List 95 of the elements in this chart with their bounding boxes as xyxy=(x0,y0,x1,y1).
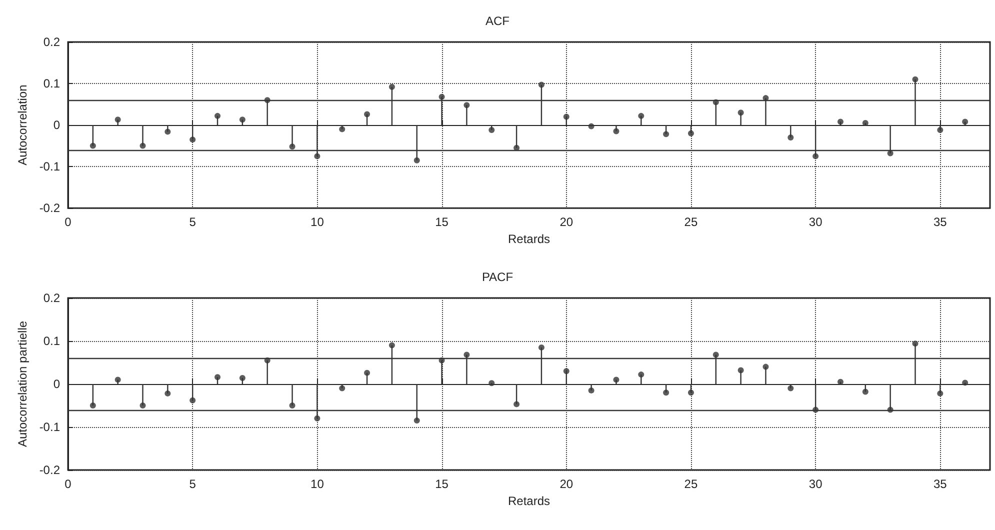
x-tick-label: 35 xyxy=(933,477,948,491)
x-tick-label: 0 xyxy=(64,477,72,491)
point xyxy=(937,127,944,134)
point xyxy=(962,118,968,125)
point xyxy=(90,142,96,149)
x-tick-label: 10 xyxy=(310,215,324,230)
point xyxy=(114,376,121,383)
point xyxy=(688,130,694,136)
y-tick-label: 0.2 xyxy=(43,291,60,305)
point xyxy=(190,136,196,143)
y-tick-label: 0.1 xyxy=(43,334,60,348)
point xyxy=(164,390,171,396)
x-tick-label: 20 xyxy=(560,215,574,230)
point xyxy=(214,374,221,380)
point xyxy=(488,127,495,134)
chart-title: ACF xyxy=(486,14,510,28)
y-tick-label: 0.1 xyxy=(43,76,60,91)
point xyxy=(339,126,346,132)
point xyxy=(140,142,146,149)
point xyxy=(613,128,620,134)
point xyxy=(788,134,794,141)
x-axis-title: Retards xyxy=(508,232,550,246)
y-tick-label: 0.2 xyxy=(43,35,60,49)
point xyxy=(364,370,370,376)
y-tick-label: -0.2 xyxy=(39,463,60,477)
point xyxy=(214,112,221,119)
point xyxy=(937,390,944,396)
point xyxy=(488,380,495,386)
point xyxy=(114,116,121,123)
point xyxy=(862,120,868,126)
point xyxy=(663,390,670,396)
point xyxy=(712,352,719,358)
point xyxy=(563,368,570,374)
point xyxy=(314,415,320,422)
point xyxy=(588,387,594,394)
point xyxy=(837,118,844,125)
point xyxy=(514,401,520,408)
point xyxy=(164,128,171,135)
point xyxy=(837,378,844,385)
point xyxy=(738,110,744,116)
point xyxy=(289,144,296,150)
x-tick-label: 15 xyxy=(435,477,449,491)
x-tick-label: 30 xyxy=(808,477,823,491)
point xyxy=(538,82,544,88)
point xyxy=(762,364,769,370)
point xyxy=(738,367,744,374)
chart-title: PACF xyxy=(482,270,514,284)
point xyxy=(90,402,96,408)
point xyxy=(289,402,296,408)
point xyxy=(638,372,644,378)
x-tick-label: 35 xyxy=(933,215,948,230)
point xyxy=(688,390,694,396)
y-tick-label: -0.2 xyxy=(39,201,60,216)
point xyxy=(962,380,968,386)
x-tick-label: 30 xyxy=(808,215,823,230)
y-tick-label: -0.1 xyxy=(39,420,60,434)
point xyxy=(812,153,819,160)
point xyxy=(588,123,594,130)
point xyxy=(438,94,445,100)
x-tick-label: 25 xyxy=(684,477,698,491)
point xyxy=(388,84,395,90)
point xyxy=(862,388,868,395)
point xyxy=(190,397,196,404)
point xyxy=(538,344,544,350)
point xyxy=(912,340,918,347)
point xyxy=(638,112,644,119)
point xyxy=(464,352,470,358)
point xyxy=(364,111,370,118)
point xyxy=(140,402,146,408)
y-tick-label: 0 xyxy=(53,118,60,132)
x-tick-label: 5 xyxy=(189,477,196,491)
point xyxy=(239,374,246,381)
point xyxy=(663,131,670,138)
point xyxy=(339,385,346,392)
point xyxy=(464,102,470,108)
x-tick-label: 25 xyxy=(684,215,698,230)
point xyxy=(239,116,246,123)
point xyxy=(414,157,420,164)
point xyxy=(912,76,918,82)
y-tick-label: 0 xyxy=(53,377,60,391)
y-tick-label: -0.1 xyxy=(39,160,60,174)
point xyxy=(388,342,395,348)
point xyxy=(414,418,420,424)
y-axis-title: Autocorrelation xyxy=(15,84,30,166)
x-axis-title: Retards xyxy=(508,494,550,508)
x-tick-label: 0 xyxy=(64,215,72,230)
x-tick-label: 15 xyxy=(435,215,449,230)
point xyxy=(314,153,320,160)
x-tick-label: 5 xyxy=(189,215,196,230)
x-tick-label: 10 xyxy=(310,477,324,491)
point xyxy=(563,114,570,120)
y-axis-title: Autocorrelation partielle xyxy=(15,320,30,448)
x-tick-label: 20 xyxy=(560,477,574,491)
point xyxy=(788,385,794,392)
point xyxy=(613,376,620,383)
